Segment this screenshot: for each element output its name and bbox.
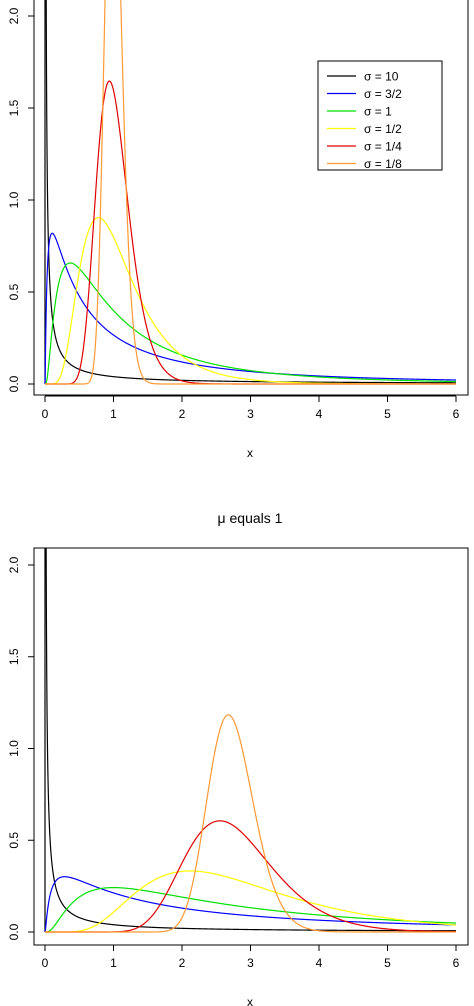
legend-label-1: σ = 3/2 — [364, 87, 402, 101]
top-series-line-5 — [45, 0, 456, 385]
legend-label-5: σ = 1/8 — [364, 157, 402, 171]
bottom-chart-title: μ equals 1 — [218, 510, 283, 526]
bottom-x-tick-label: 1 — [110, 956, 117, 970]
bottom-chart-panel: μ equals 1 0 1 2 3 4 5 6 0.0 0.5 1.0 1.5 2.0 x — [7, 510, 469, 1006]
bottom-y-axis: 0.0 0.5 1.0 1.5 2.0 — [7, 556, 35, 940]
top-x-axis: 0 1 2 3 4 5 6 — [42, 395, 460, 421]
top-y-tick-label: 1.0 — [7, 191, 21, 208]
top-x-axis-label: x — [247, 446, 253, 460]
bottom-series-line-1 — [44, 876, 457, 933]
top-y-tick-label: 0.0 — [7, 375, 21, 392]
bottom-y-tick-label: 1.5 — [7, 648, 21, 665]
top-y-axis: 0.0 0.5 1.0 1.5 2.0 — [7, 7, 35, 392]
top-curves — [44, 0, 457, 385]
top-plot-frame — [33, 0, 469, 396]
top-series-line-0 — [44, 0, 457, 384]
top-x-tick-label: 1 — [110, 407, 117, 421]
top-x-tick-label: 5 — [384, 407, 391, 421]
bottom-y-tick-label: 1.0 — [7, 740, 21, 757]
legend-label-2: σ = 1 — [364, 105, 392, 119]
bottom-x-axis-label: x — [247, 995, 253, 1006]
bottom-y-tick-label: 2.0 — [7, 556, 21, 573]
bottom-x-tick-label: 0 — [42, 956, 49, 970]
bottom-x-tick-label: 4 — [316, 956, 323, 970]
top-series-line-2 — [45, 262, 456, 385]
bottom-series-line-5 — [45, 714, 456, 933]
bottom-plot-frame — [33, 547, 469, 946]
top-y-tick-label: 2.0 — [7, 7, 21, 24]
bottom-y-tick-label: 0.5 — [7, 832, 21, 849]
top-x-tick-label: 3 — [247, 407, 254, 421]
top-series-line-3 — [45, 217, 456, 385]
legend-box — [317, 60, 443, 171]
top-x-tick-label: 6 — [453, 407, 460, 421]
bottom-y-tick-label: 0.0 — [7, 923, 21, 940]
legend-label-4: σ = 1/4 — [364, 140, 402, 154]
top-x-tick-label: 2 — [179, 407, 186, 421]
top-y-tick-label: 0.5 — [7, 283, 21, 300]
bottom-x-tick-label: 2 — [179, 956, 186, 970]
bottom-series-line-2 — [45, 887, 457, 933]
legend-label-3: σ = 1/2 — [364, 122, 402, 136]
top-x-tick-label: 0 — [42, 407, 49, 421]
bottom-x-tick-label: 3 — [247, 956, 254, 970]
bottom-series-line-0 — [44, 548, 456, 932]
legend-label-0: σ = 10 — [364, 70, 399, 84]
top-series-line-1 — [44, 232, 456, 385]
top-y-tick-label: 1.5 — [7, 99, 21, 116]
bottom-x-axis: 0 1 2 3 4 5 6 — [42, 944, 460, 970]
bottom-curves — [44, 548, 457, 933]
bottom-x-tick-label: 5 — [384, 956, 391, 970]
bottom-x-tick-label: 6 — [453, 956, 460, 970]
legend: σ = 10 σ = 3/2 σ = 1 σ = 1/2 σ = 1/4 σ = 1/8 — [317, 60, 443, 171]
top-x-tick-label: 4 — [316, 407, 323, 421]
